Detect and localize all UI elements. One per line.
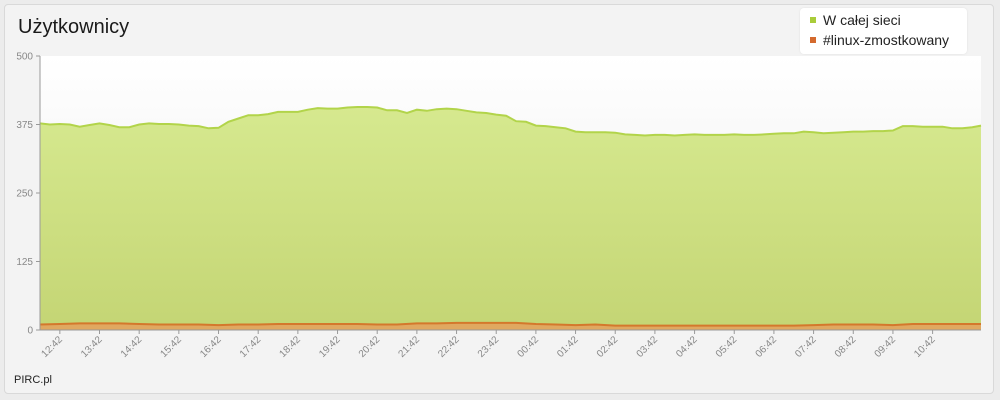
x-tick-label: 15:42 — [158, 334, 184, 360]
x-tick-label: 13:42 — [79, 334, 105, 360]
x-tick-label: 09:42 — [873, 334, 899, 360]
x-tick-label: 05:42 — [714, 334, 740, 360]
x-tick-label: 06:42 — [754, 334, 780, 360]
x-tick-label: 23:42 — [476, 334, 502, 360]
chart-title: Użytkownicy — [18, 16, 130, 38]
series-channel-line — [39, 321, 981, 327]
x-tick-label: 10:42 — [912, 334, 938, 360]
x-tick-label: 21:42 — [397, 334, 423, 360]
y-tick-label: 0 — [27, 326, 33, 337]
x-tick-label: 17:42 — [238, 334, 264, 360]
x-tick-label: 19:42 — [317, 334, 343, 360]
y-tick-label: 125 — [16, 257, 33, 268]
x-tick-label: 22:42 — [436, 334, 462, 360]
x-tick-label: 07:42 — [793, 334, 819, 360]
x-tick-label: 18:42 — [278, 334, 304, 360]
legend-label-network: W całej sieci — [823, 12, 901, 28]
legend-item-channel[interactable]: #linux-zmostkowany — [810, 30, 949, 50]
x-tick-label: 08:42 — [833, 334, 859, 360]
legend-swatch-channel — [810, 37, 816, 44]
x-tick-label: 14:42 — [119, 334, 145, 360]
series-network-area — [40, 107, 981, 330]
x-tick-label: 04:42 — [674, 334, 700, 360]
y-tick-label: 375 — [16, 120, 33, 131]
y-tick-label: 500 — [16, 52, 33, 63]
series-network-line — [39, 106, 982, 137]
x-tick-label: 03:42 — [635, 334, 661, 360]
legend-swatch-network — [810, 17, 816, 24]
x-tick-label: 00:42 — [516, 334, 542, 360]
x-tick-label: 20:42 — [357, 334, 383, 360]
x-tick-label: 12:42 — [39, 334, 65, 360]
y-tick-label: 250 — [16, 189, 33, 200]
x-tick-label: 02:42 — [595, 334, 621, 360]
x-tick-label: 01:42 — [555, 334, 581, 360]
legend-item-network[interactable]: W całej sieci — [810, 10, 901, 30]
x-tick-label: 16:42 — [198, 334, 224, 360]
legend-label-channel: #linux-zmostkowany — [823, 32, 950, 48]
chart-legend: W całej sieci #linux-zmostkowany — [800, 8, 967, 54]
footer-credit: PIRC.pl — [14, 374, 52, 386]
